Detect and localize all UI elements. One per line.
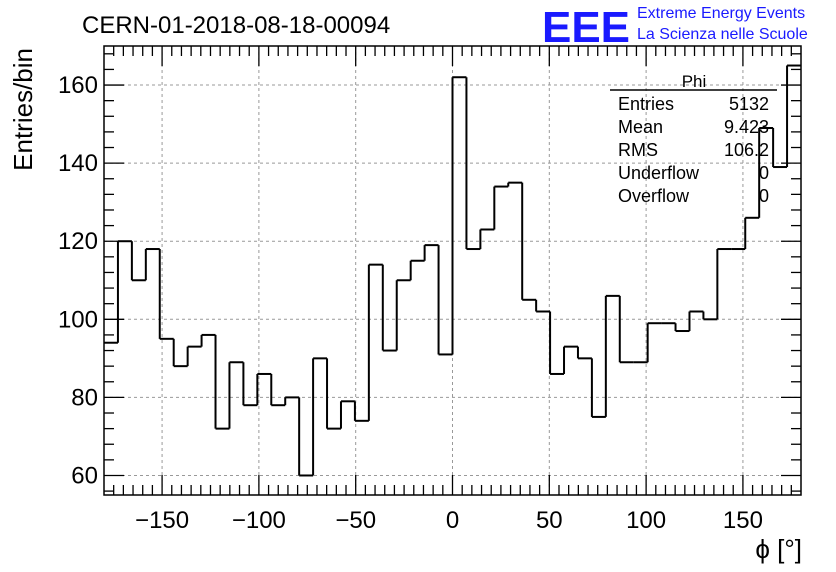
- x-tick-label: 0: [446, 507, 459, 534]
- stats-label: RMS: [618, 140, 658, 160]
- stats-value: 106.2: [724, 140, 769, 160]
- stats-label: Underflow: [618, 163, 700, 183]
- chart-title: CERN-01-2018-08-18-00094: [82, 12, 390, 39]
- stats-label: Mean: [618, 117, 663, 137]
- stats-value: 0: [759, 186, 769, 206]
- y-tick-label: 60: [71, 462, 98, 489]
- plot-frame: [103, 45, 802, 496]
- stats-title: Phi: [682, 72, 707, 91]
- x-tick-label: 150: [723, 507, 763, 534]
- y-tick-label: 120: [58, 228, 98, 255]
- y-tick-label: 160: [58, 72, 98, 99]
- x-tick-labels: −150 −100 −50 0 50 100 150: [135, 507, 763, 534]
- y-tick-label: 80: [71, 384, 98, 411]
- histogram-bars: [104, 64, 801, 477]
- logo-mark: EEE: [542, 3, 630, 52]
- y-axis-label: Entries/bin: [8, 48, 38, 171]
- stats-box: Phi Entries 5132 Mean 9.423 RMS 106.2 Underflo…: [610, 72, 777, 206]
- y-tick-labels: 60 80 100 120 140 160: [58, 72, 98, 489]
- x-tick-label: 100: [626, 507, 666, 534]
- y-tick-label: 140: [58, 150, 98, 177]
- logo-line-1: Extreme Energy Events: [637, 5, 805, 22]
- logo-line-2: La Scienza nelle Scuole: [637, 26, 808, 43]
- y-tick-label: 100: [58, 306, 98, 333]
- x-tick-label: −100: [232, 507, 286, 534]
- x-tick-label: −50: [335, 507, 376, 534]
- x-tick-label: 50: [536, 507, 563, 534]
- eee-logo: EEE Extreme Energy Events La Scienza nel…: [542, 3, 808, 52]
- stats-label: Overflow: [618, 186, 690, 206]
- stats-value: 9.423: [724, 117, 769, 137]
- stats-rows: Entries 5132 Mean 9.423 RMS 106.2 Underflow 0 Ov…: [618, 94, 769, 206]
- stats-value: 0: [759, 163, 769, 183]
- x-tick-label: −150: [135, 507, 189, 534]
- x-axis-label: ϕ [°]: [755, 534, 802, 564]
- axis-ticks: [104, 46, 801, 495]
- stats-label: Entries: [618, 94, 674, 114]
- stats-value: 5132: [729, 94, 769, 114]
